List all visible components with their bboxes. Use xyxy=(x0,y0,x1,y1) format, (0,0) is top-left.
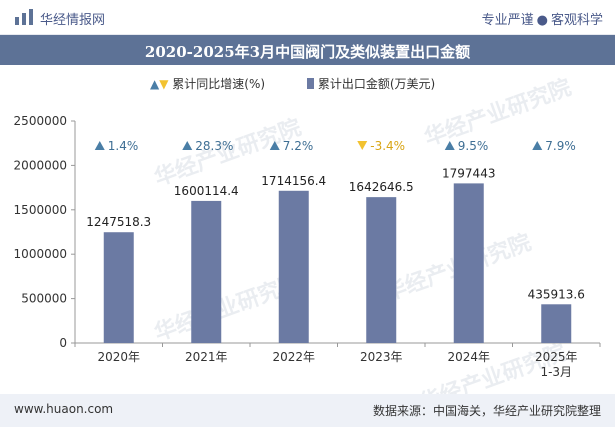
x-tick-label: 1-3月 xyxy=(540,365,572,379)
bar-value-label: 1714156.4 xyxy=(261,174,326,188)
y-tick-label: 500000 xyxy=(21,292,67,306)
bar xyxy=(103,232,134,343)
x-tick-label: 2020年 xyxy=(97,350,140,364)
bar-value-label: 1642646.5 xyxy=(349,180,414,194)
y-tick-label: 1000000 xyxy=(14,247,67,261)
bar-value-label: 1797443 xyxy=(442,166,495,180)
x-tick-label: 2025年 xyxy=(535,350,578,364)
x-tick-label: 2024年 xyxy=(447,350,490,364)
footer-source: 数据来源：中国海关，华经产业研究院整理 xyxy=(372,404,601,418)
footer: www.huaon.com 数据来源：中国海关，华经产业研究院整理 xyxy=(0,394,615,427)
growth-up-arrow-icon xyxy=(182,141,193,150)
bar xyxy=(366,197,397,343)
legend-amount-label: 累计出口金额(万美元) xyxy=(317,77,436,91)
chart-title: 2020-2025年3月中国阀门及类似装置出口金额 xyxy=(144,43,471,61)
growth-rate-label: 7.2% xyxy=(283,139,314,153)
bar-value-label: 1247518.3 xyxy=(86,215,151,229)
bar-chart: 0 500000 1000000 1500000 2000000 2500000 12475… xyxy=(14,114,601,379)
footer-url[interactable]: www.huaon.com xyxy=(14,402,114,416)
legend-bar-swatch xyxy=(307,78,314,89)
title-bar: 2020-2025年3月中国阀门及类似装置出口金额 xyxy=(0,35,615,65)
legend-growth-label: 累计同比增速(%) xyxy=(172,77,266,91)
growth-up-arrow-icon xyxy=(94,141,105,150)
slogan-right: 客观科学 xyxy=(550,13,603,28)
growth-rate-label: 28.3% xyxy=(195,139,233,153)
y-tick-label: 2500000 xyxy=(14,114,67,128)
up-triangle-icon: ▲ xyxy=(150,77,160,91)
x-tick-label: 2021年 xyxy=(185,350,228,364)
bar xyxy=(541,304,572,343)
growth-up-arrow-icon xyxy=(444,141,455,150)
x-tick-label: 2022年 xyxy=(272,350,315,364)
dot-separator-icon: ● xyxy=(536,13,548,28)
bar-value-label: 435913.6 xyxy=(528,287,585,301)
y-tick-label: 2000000 xyxy=(14,158,67,172)
growth-up-arrow-icon xyxy=(269,141,280,150)
growth-up-arrow-icon xyxy=(532,141,543,150)
growth-rate-label: 9.5% xyxy=(458,139,489,153)
growth-rate-label: 7.9% xyxy=(545,139,576,153)
slogan: 专业严谨 ● 客观科学 xyxy=(482,9,603,28)
top-header: 华经情报网 专业严谨 ● 客观科学 xyxy=(0,0,615,35)
growth-rate-label: -3.4% xyxy=(370,139,405,153)
y-tick-label: 1500000 xyxy=(14,203,67,217)
y-tick-label: 0 xyxy=(59,336,67,350)
bar xyxy=(453,183,484,343)
bar xyxy=(278,190,309,343)
bar xyxy=(191,200,222,343)
bar-chart-icon xyxy=(15,9,33,25)
legend-amount: 累计出口金额(万美元) xyxy=(307,75,435,92)
x-tick-label: 2023年 xyxy=(360,350,403,364)
bar-value-label: 1600114.4 xyxy=(174,184,239,198)
logo-text[interactable]: 华经情报网 xyxy=(40,13,106,28)
growth-down-arrow-icon xyxy=(357,141,368,150)
slogan-left: 专业严谨 xyxy=(481,13,534,28)
down-triangle-icon: ▼ xyxy=(159,77,169,91)
legend-growth: ▲▼ 累计同比增速(%) xyxy=(150,75,265,92)
growth-rate-label: 1.4% xyxy=(108,139,139,153)
